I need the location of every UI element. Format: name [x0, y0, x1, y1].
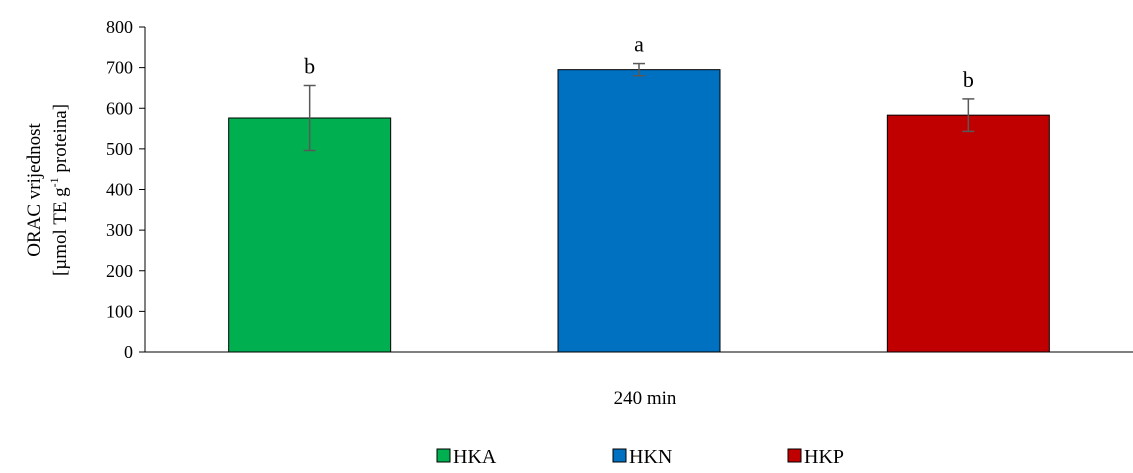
legend-swatch-hkn [612, 448, 627, 463]
legend-swatch-hkp [787, 448, 802, 463]
legend-label-hka: HKA [453, 446, 497, 468]
y-axis-ticks: 0 100 200 300 400 500 600 700 800 [106, 17, 145, 362]
bar-hkp [886, 114, 1050, 353]
bar-hka [228, 117, 392, 353]
y-tick-label: 500 [106, 139, 133, 159]
y-axis-label-line2: [µmol TE g-1 proteina] [47, 104, 71, 276]
y-tick-label: 200 [106, 261, 133, 281]
y-axis-label-suffix: proteina] [50, 104, 71, 177]
y-axis-label-prefix: [µmol TE g [50, 187, 71, 276]
y-tick-label: 600 [106, 98, 133, 118]
y-tick-label: 700 [106, 58, 133, 78]
legend-label-hkp: HKP [804, 446, 844, 468]
y-tick-label: 800 [106, 17, 133, 37]
y-tick-label: 300 [106, 220, 133, 240]
bar-hkn [557, 69, 721, 353]
legend-swatch-hka [436, 448, 451, 463]
y-axis-label-superscript: -1 [47, 177, 61, 187]
significance-label-hkp: b [963, 67, 974, 92]
y-tick-label: 0 [124, 342, 133, 362]
y-tick-label: 400 [106, 180, 133, 200]
y-axis-label-line1: ORAC vrijednost [24, 123, 45, 257]
y-tick-label: 100 [106, 301, 133, 321]
legend-label-hkn: HKN [629, 446, 672, 468]
legend: HKA HKN HKP [436, 446, 844, 468]
significance-label-hka: b [304, 54, 315, 79]
x-axis-category-label: 240 min [614, 388, 677, 409]
significance-label-hkn: a [634, 32, 644, 57]
bars-group: b a b [228, 32, 1050, 353]
